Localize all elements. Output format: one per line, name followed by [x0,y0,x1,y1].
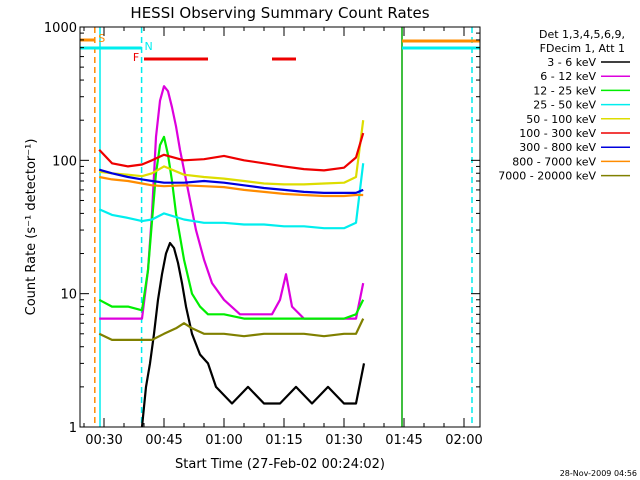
legend-label: 25 - 50 keV [533,99,596,112]
observing-bar-label: S [98,32,105,45]
y-tick-label: 100 [52,154,77,169]
series-line-7 [98,168,364,194]
legend-label: 800 - 7000 keV [512,155,596,168]
x-tick-label: 00:30 [85,433,122,448]
legend-label: 12 - 25 keV [533,84,596,97]
y-tick-label: 1000 [44,21,77,36]
series-group [98,85,366,427]
legend-label: 100 - 300 keV [519,127,596,140]
chart-title: HESSI Observing Summary Count Rates [130,4,429,22]
legend-label: 6 - 12 keV [540,70,596,83]
legend-header-line-2: FDecim 1, Att 1 [540,42,625,55]
axis-ticks: 00:30 00:45 01:00 01:15 01:30 01:45 02:00 1 10 10… [44,21,483,448]
y-tick-label: 10 [60,288,77,303]
series-line-8 [98,175,364,198]
x-tick-label: 01:00 [205,433,242,448]
series-line-3 [98,135,365,320]
observing-bar-label: N [144,40,152,53]
y-axis-label: Count Rate (s⁻¹ detector⁻¹) [24,139,39,316]
legend: Det 1,3,4,5,6,9, FDecim 1, Att 1 3 - 6 k… [498,28,630,183]
series-line-4 [98,163,365,230]
y-tick-label: 1 [69,421,77,436]
observing-bar-label: F [133,51,139,64]
series-line-1 [140,241,366,427]
legend-label: 50 - 100 keV [526,113,596,126]
legend-label: 3 - 6 keV [547,56,596,69]
x-tick-label: 00:45 [145,433,182,448]
x-tick-label: 02:00 [445,433,482,448]
x-axis-label: Start Time (27-Feb-02 00:24:02) [175,457,385,472]
series-line-2 [99,85,365,320]
legend-header-line-1: Det 1,3,4,5,6,9, [539,28,625,41]
footer-timestamp: 28-Nov-2009 04:56 [560,469,637,478]
x-tick-label: 01:45 [385,433,422,448]
series-line-6 [98,132,365,172]
plot-frame [79,26,481,428]
series-line-5 [99,120,365,186]
observing-bars: S NF [80,32,480,64]
legend-label: 300 - 800 keV [519,141,596,154]
legend-label: 7000 - 20000 keV [498,170,596,183]
x-tick-label: 01:15 [265,433,302,448]
x-tick-label: 01:30 [325,433,362,448]
series-line-9 [98,318,365,341]
observing-markers [94,27,473,427]
